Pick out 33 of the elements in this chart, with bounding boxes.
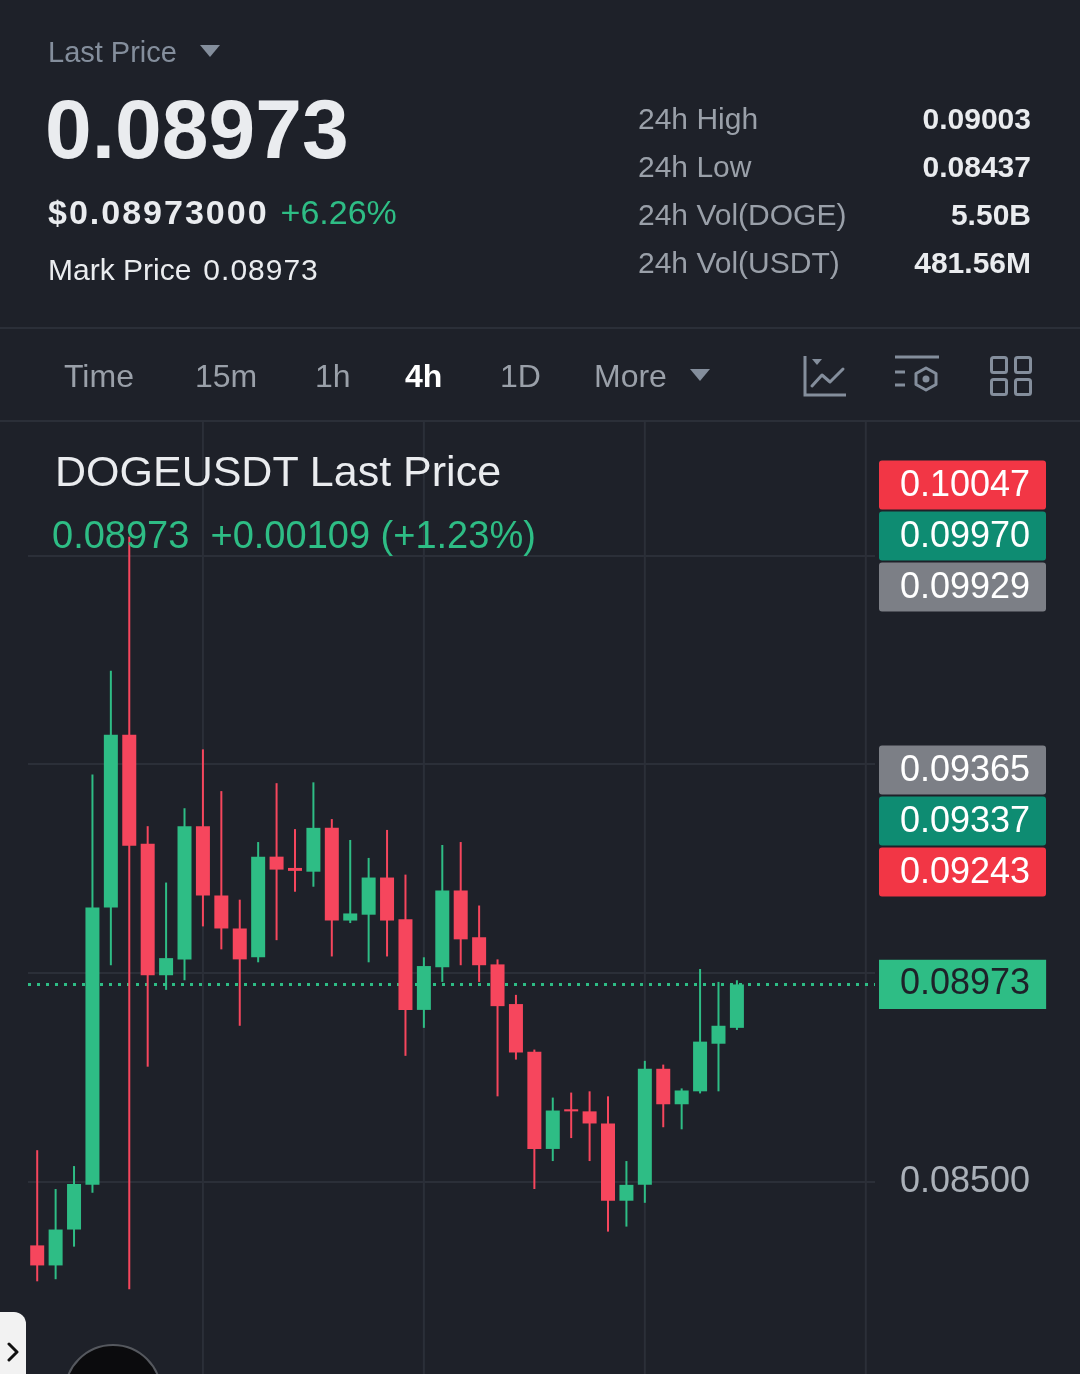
text: 0.09970: [900, 513, 1031, 555]
text: 0.08973 +0.00109 (+1.23%): [52, 514, 536, 556]
candlestick: [564, 1092, 579, 1139]
text: Last Price: [48, 36, 177, 68]
text: 0.09929: [900, 564, 1031, 606]
text: 0.09003: [922, 101, 1031, 137]
text: 24h Low: [638, 149, 752, 185]
text: $0.08973000: [48, 193, 269, 231]
text: 0.09365: [900, 747, 1031, 789]
text: 1h: [315, 358, 351, 394]
text: 24h Vol(DOGE): [638, 197, 847, 233]
text: 4h: [405, 358, 443, 394]
text: 0.09243: [900, 849, 1031, 891]
candlestick: [287, 829, 302, 892]
text: 481.56M: [914, 245, 1031, 281]
text: 5.50B: [950, 197, 1031, 233]
text: +6.26%: [280, 193, 397, 231]
text: 0.08973: [203, 253, 319, 286]
text: 0.08973: [45, 82, 349, 176]
text: 0.09337: [900, 798, 1031, 840]
text: 24h High: [638, 101, 759, 137]
text: 0.10047: [900, 462, 1031, 504]
text: 15m: [195, 358, 258, 394]
text: Time: [64, 358, 134, 394]
text: Mark Price: [48, 253, 192, 286]
text: DOGEUSDT Last Price: [55, 447, 502, 495]
y-tick-label: 0.08500: [900, 1158, 1031, 1200]
candlestick: [269, 783, 284, 941]
text: 24h Vol(USDT): [638, 245, 840, 281]
candlestick: [343, 839, 358, 924]
text: 1D: [500, 358, 541, 394]
text: 0.08437: [922, 149, 1031, 185]
text: More: [594, 358, 667, 394]
